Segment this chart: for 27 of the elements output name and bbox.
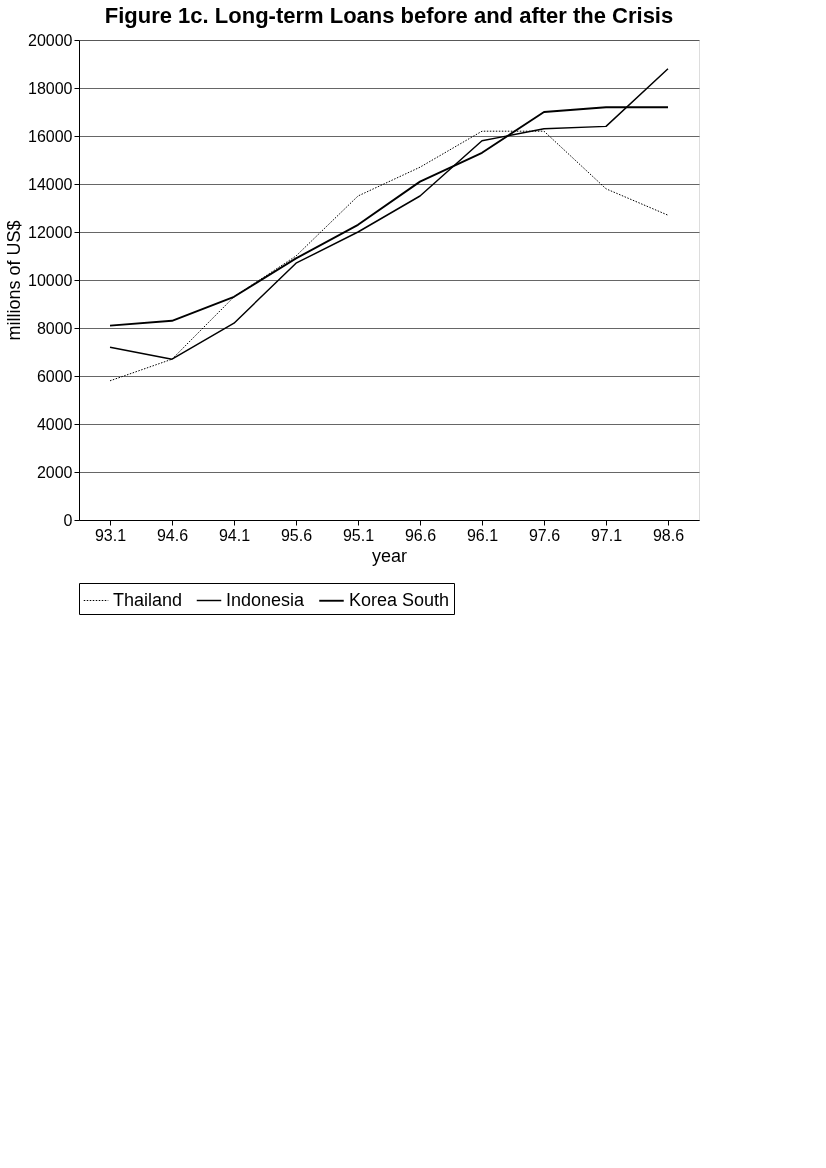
x-tick-label: 94.6 <box>156 526 189 544</box>
x-axis-title: year <box>371 545 408 566</box>
y-tick-label: 4000 <box>36 415 73 433</box>
x-tick-label: 95.1 <box>342 526 375 544</box>
y-tick-label: 16000 <box>28 127 73 145</box>
y-tick-label: 8000 <box>36 319 73 337</box>
x-tick-label: 93.1 <box>94 526 127 544</box>
x-tick-label: 96.1 <box>466 526 499 544</box>
y-tick-label: 0 <box>63 511 73 529</box>
y-tick-label: 2000 <box>36 463 73 481</box>
x-tick-label: 97.1 <box>590 526 623 544</box>
y-tick-label: 6000 <box>36 367 73 385</box>
legend-label: Thailand <box>113 589 183 610</box>
legend-label: Korea South <box>349 589 450 610</box>
y-tick-label: 20000 <box>28 31 73 49</box>
y-axis-title: millions of US$ <box>4 220 25 341</box>
chart-title: Figure 1c. Long-term Loans before and after the Crisis <box>104 3 674 28</box>
x-tick-label: 98.6 <box>652 526 685 544</box>
y-tick-label: 18000 <box>28 79 73 97</box>
x-tick-label: 96.6 <box>404 526 437 544</box>
y-tick-label: 10000 <box>28 271 73 289</box>
y-tick-label: 14000 <box>28 175 73 193</box>
y-tick-label: 12000 <box>28 223 73 241</box>
x-tick-label: 95.6 <box>280 526 313 544</box>
x-tick-label: 97.6 <box>528 526 561 544</box>
legend-label: Indonesia <box>226 589 306 610</box>
x-tick-label: 94.1 <box>218 526 251 544</box>
